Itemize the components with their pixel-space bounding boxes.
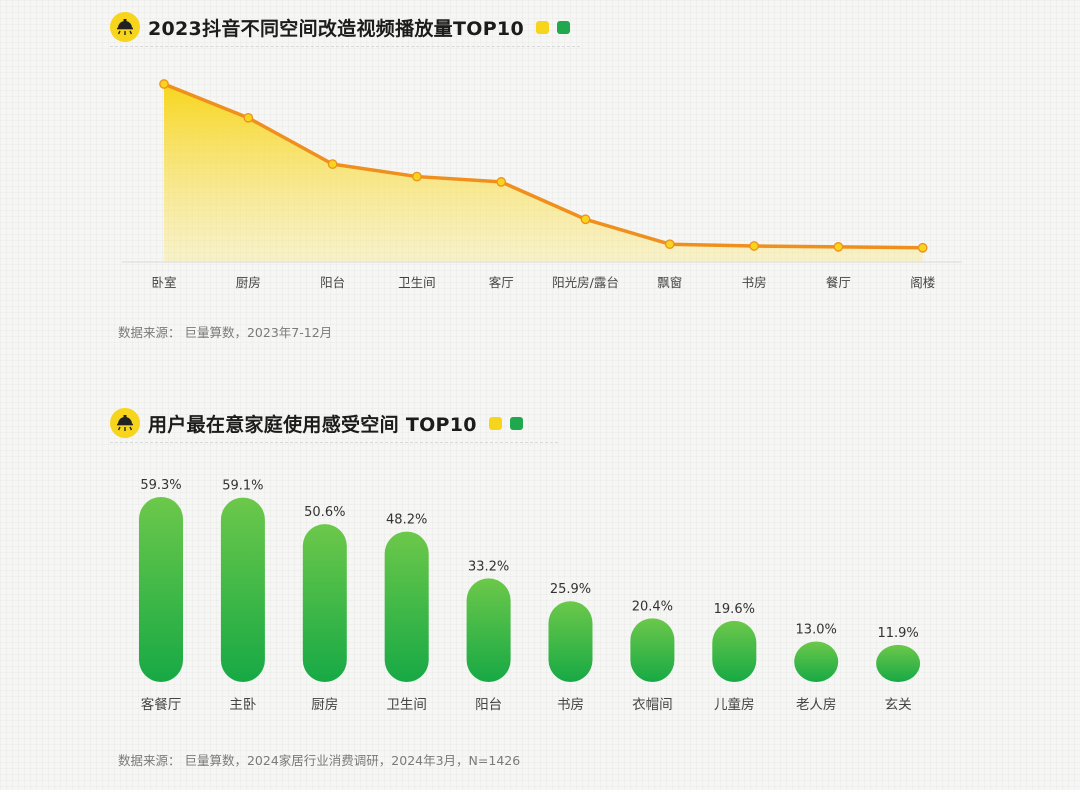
- chart2-category-label: 阳台: [475, 697, 502, 713]
- chart2-value-label: 19.6%: [714, 602, 755, 617]
- chart2-bar-chart: 59.3% 59.1% 50.6% 48.2% 33.2% 25.9% 20.4% 19.6%…: [139, 478, 921, 713]
- chart1-category-label: 阁楼: [910, 275, 935, 290]
- chart2-bar: [630, 618, 675, 682]
- chart1-point: [243, 112, 254, 123]
- chart2-category-label: 玄关: [885, 696, 912, 713]
- chart2-category-label: 衣帽间: [632, 697, 673, 713]
- section2-source: 数据来源： 巨量算数，2024家居行业消费调研，2024年3月，N=1426: [118, 753, 521, 768]
- chart1-point: [833, 242, 844, 252]
- chart1-point: [496, 177, 507, 187]
- chart1-category-label: 阳光房/露台: [552, 275, 619, 290]
- chart1-series-line: [162, 82, 925, 250]
- chart2-value-label: 59.1%: [222, 479, 263, 494]
- section2-divider: [110, 442, 558, 443]
- chart2-category-label: 卫生间: [386, 697, 427, 713]
- chart1-category-label: 客厅: [489, 275, 514, 290]
- section1-header: 2023抖音不同空间改造视频播放量TOP10: [110, 10, 570, 44]
- section2-title: 用户最在意家庭使用感受空间 TOP10: [148, 413, 477, 436]
- chart2-value-label: 13.0%: [796, 622, 837, 637]
- chart1-category-label: 阳台: [320, 275, 345, 290]
- chart2-value-label: 48.2%: [386, 513, 427, 528]
- chart1-category-label: 飘窗: [657, 275, 682, 290]
- chart1-point: [580, 214, 591, 225]
- green-square-decoration: [556, 20, 570, 34]
- chart2-value-label: 59.3%: [140, 478, 181, 493]
- chart2-category-label: 客餐厅: [141, 696, 182, 713]
- chart2-category-label: 书房: [557, 697, 584, 713]
- section1-divider: [110, 46, 580, 47]
- chart1-area-fill: [164, 84, 923, 262]
- chart1-category-label: 卫生间: [398, 275, 436, 290]
- chart2-value-label: 25.9%: [550, 582, 591, 597]
- chart1-point: [327, 159, 338, 169]
- yellow-square-decoration: [535, 20, 549, 34]
- chart1-category-label: 书房: [742, 275, 767, 290]
- chart2-bar: [302, 524, 347, 682]
- chart2-bar: [466, 578, 511, 682]
- chart1-category-label: 卧室: [151, 275, 176, 290]
- chart2-category-label: 厨房: [311, 697, 338, 713]
- lamp-icon: [110, 12, 140, 42]
- chart1-point: [917, 242, 928, 253]
- chart2-value-label: 33.2%: [468, 559, 509, 574]
- chart2-category-label: 主卧: [229, 697, 256, 713]
- chart1-point: [159, 79, 169, 89]
- chart2-category-label: 老人房: [796, 697, 837, 713]
- chart2-bar: [548, 601, 593, 682]
- chart2-bar: [139, 497, 183, 682]
- yellow-square-decoration: [488, 416, 502, 430]
- chart1-point: [412, 171, 422, 182]
- lamp-icon: [110, 408, 140, 438]
- chart2-bar: [220, 497, 265, 682]
- chart2-value-label: 11.9%: [877, 626, 918, 641]
- chart1-category-label: 厨房: [236, 275, 261, 290]
- section1-title: 2023抖音不同空间改造视频播放量TOP10: [148, 17, 524, 40]
- green-square-decoration: [509, 416, 523, 430]
- chart2-bar: [794, 641, 839, 682]
- chart2-bar: [384, 531, 429, 682]
- chart1-point: [664, 239, 675, 250]
- chart1-point: [749, 241, 759, 251]
- chart2-category-label: 儿童房: [714, 696, 755, 713]
- chart2-value-label: 50.6%: [304, 505, 345, 520]
- chart2-bar: [712, 620, 757, 682]
- section1-source: 数据来源： 巨量算数，2023年7-12月: [118, 325, 333, 340]
- chart1-category-label: 餐厅: [826, 275, 851, 290]
- chart1-area-chart: 卧室 厨房 阳台 卫生间 客厅 阳光房/露台 飘窗 书房 餐厅 阁楼: [122, 79, 962, 290]
- section2-header: 用户最在意家庭使用感受空间 TOP10: [110, 406, 523, 440]
- chart2-value-label: 20.4%: [632, 599, 673, 614]
- chart2-bar: [876, 644, 921, 682]
